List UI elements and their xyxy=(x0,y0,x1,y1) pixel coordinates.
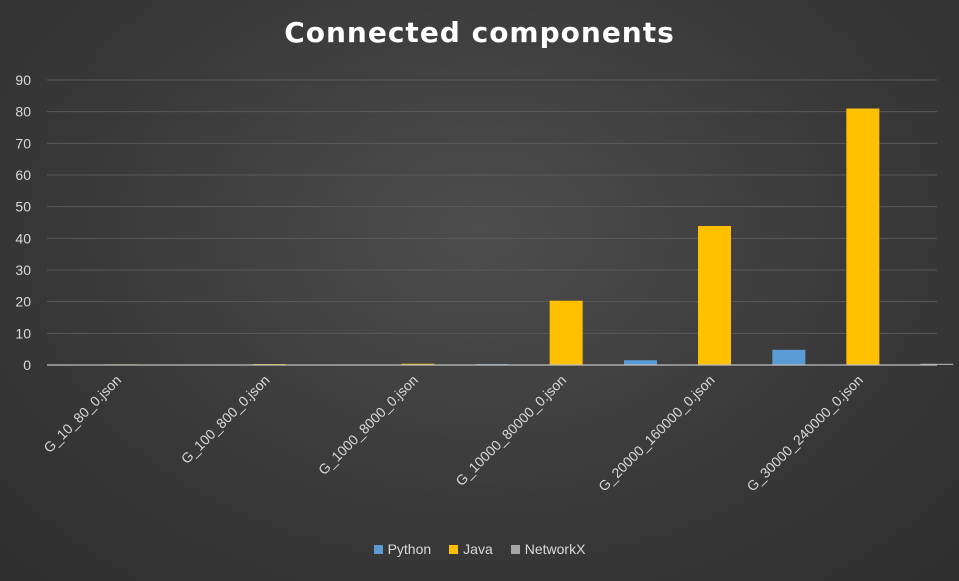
bar-java xyxy=(846,108,880,365)
y-tick-label: 80 xyxy=(15,104,31,120)
bar-java xyxy=(549,300,583,365)
x-tick-label: G_10_80_0.json xyxy=(40,372,124,456)
y-tick-label: 40 xyxy=(15,230,31,246)
legend-label: NetworkX xyxy=(524,541,586,557)
x-tick-label: G_30000_240000_0.json xyxy=(743,372,866,495)
bar-python xyxy=(772,349,806,365)
x-tick-label: G_100_800_0.json xyxy=(178,372,273,467)
legend-item-networkx: NetworkX xyxy=(510,541,586,557)
chart-legend: Python Java NetworkX xyxy=(0,541,959,557)
y-tick-label: 10 xyxy=(15,325,31,341)
x-tick-label: G_1000_8000_0.json xyxy=(315,372,421,478)
chart-title: Connected components xyxy=(284,16,675,49)
y-tick-label: 60 xyxy=(15,167,31,183)
y-tick-label: 0 xyxy=(23,357,31,373)
bar-python xyxy=(624,360,657,365)
y-tick-label: 50 xyxy=(15,199,31,215)
legend-swatch xyxy=(449,544,459,554)
legend-item-python: Python xyxy=(373,541,432,557)
legend-label: Python xyxy=(387,541,432,557)
y-tick-label: 20 xyxy=(15,294,31,310)
y-tick-label: 90 xyxy=(15,72,31,88)
bar-networkx xyxy=(920,363,954,365)
legend-item-java: Java xyxy=(449,541,493,557)
legend-swatch xyxy=(373,544,383,554)
bar-java xyxy=(401,363,435,365)
y-tick-label: 30 xyxy=(15,262,31,278)
x-tick-label: G_20000_160000_0.json xyxy=(595,372,718,495)
x-tick-label: G_10000_80000_0.json xyxy=(452,372,569,489)
bar-java xyxy=(698,225,731,365)
y-tick-label: 70 xyxy=(15,135,31,151)
legend-swatch xyxy=(510,544,520,554)
legend-label: Java xyxy=(463,541,493,557)
